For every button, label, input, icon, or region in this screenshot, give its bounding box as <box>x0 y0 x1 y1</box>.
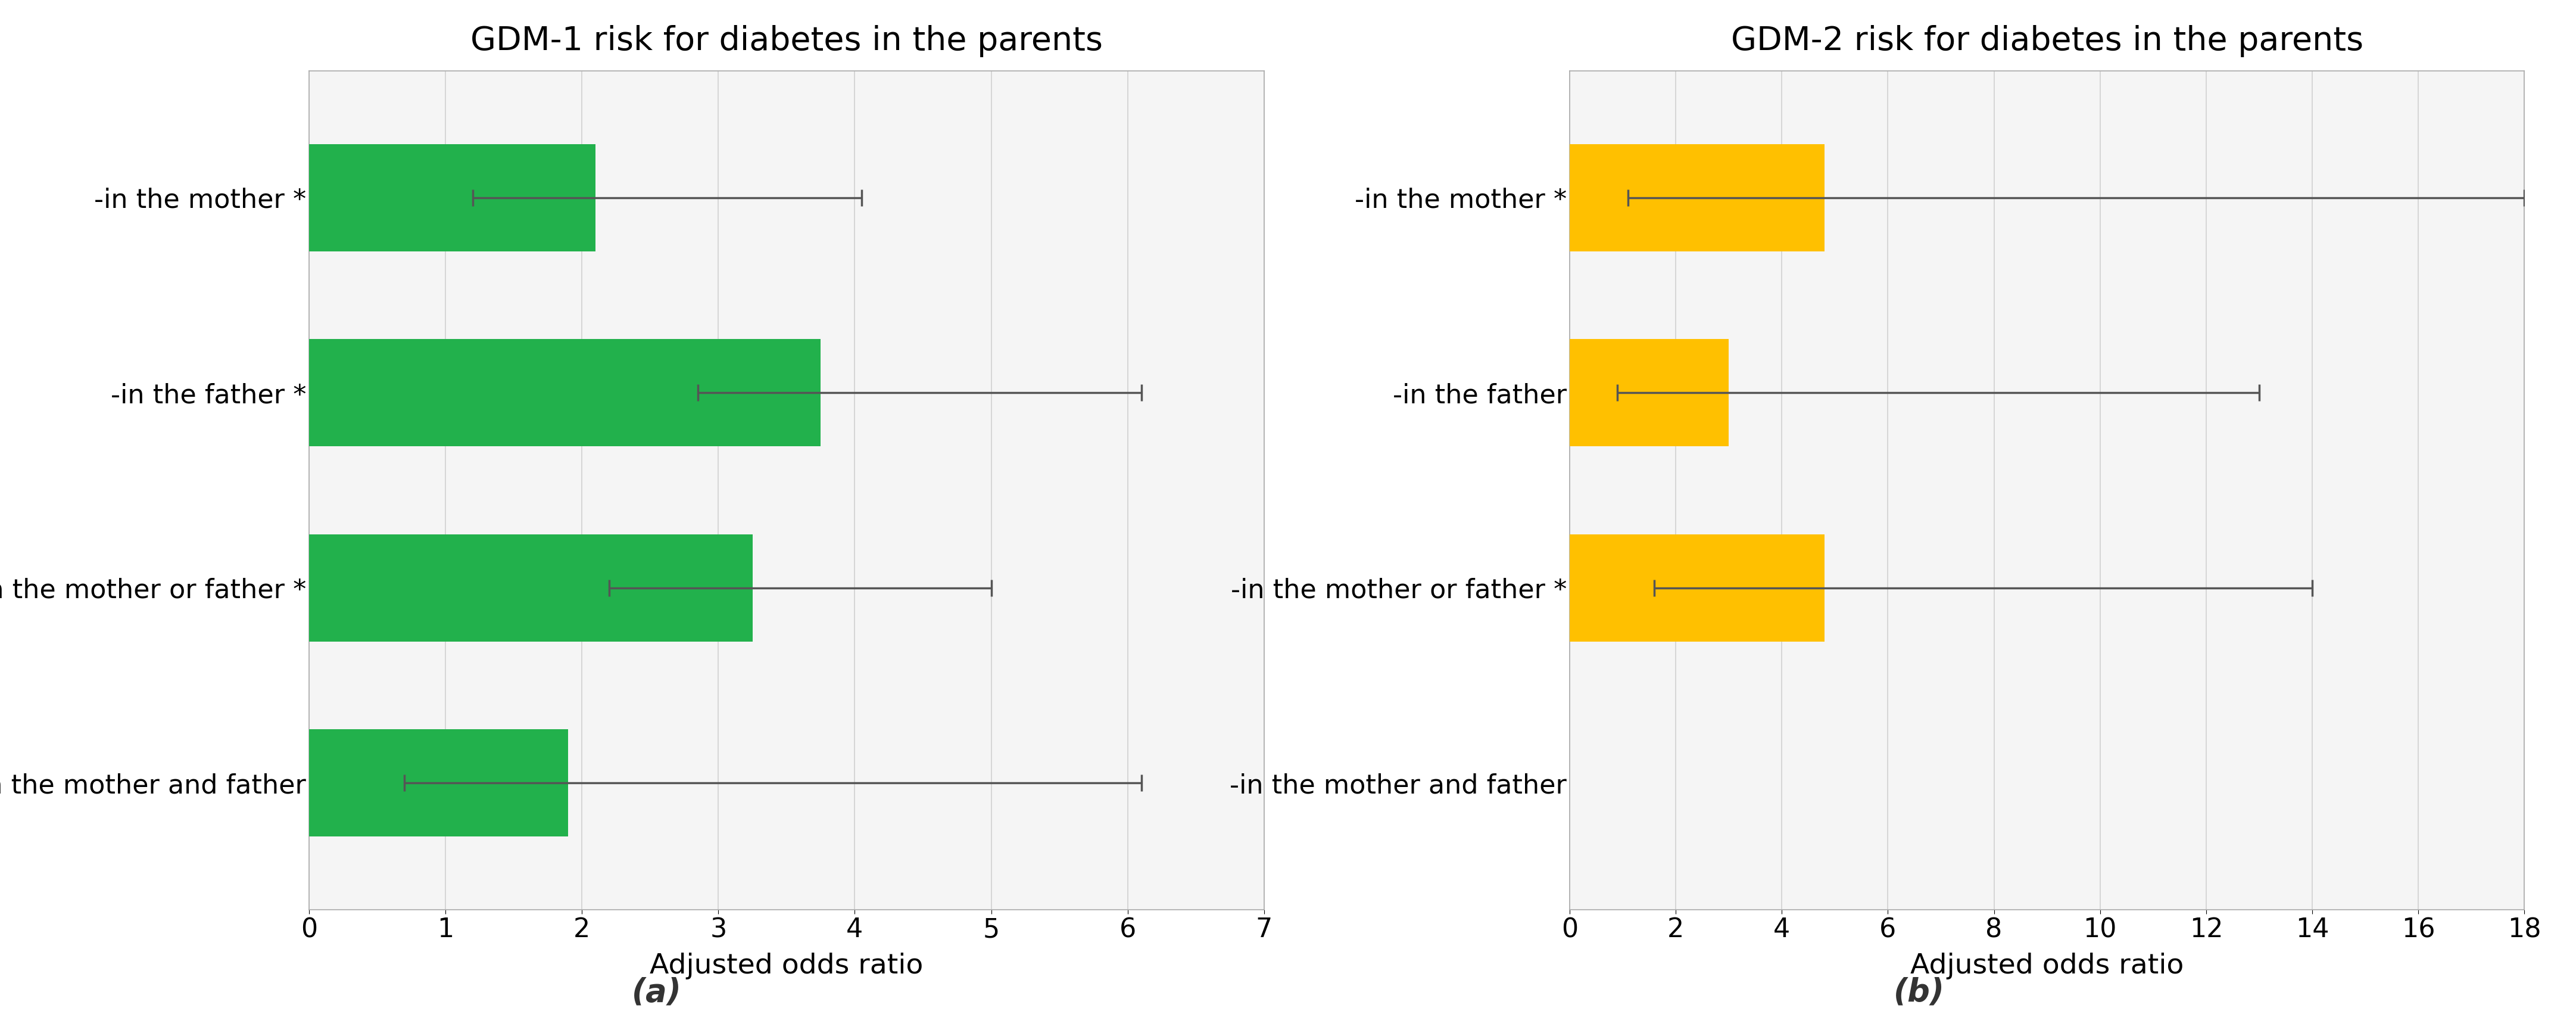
X-axis label: Adjusted odds ratio: Adjusted odds ratio <box>1911 952 2184 980</box>
Bar <box>1569 144 1824 252</box>
Title: GDM-1 risk for diabetes in the parents: GDM-1 risk for diabetes in the parents <box>471 25 1103 58</box>
Text: (a): (a) <box>631 977 683 1007</box>
Bar <box>309 144 595 252</box>
Bar <box>309 729 569 837</box>
Bar <box>1569 339 1728 447</box>
X-axis label: Adjusted odds ratio: Adjusted odds ratio <box>649 952 922 980</box>
Bar <box>309 339 822 447</box>
Bar <box>309 534 752 642</box>
Title: GDM-2 risk for diabetes in the parents: GDM-2 risk for diabetes in the parents <box>1731 25 2362 58</box>
Bar <box>1569 534 1824 642</box>
Text: (b): (b) <box>1893 977 1945 1007</box>
